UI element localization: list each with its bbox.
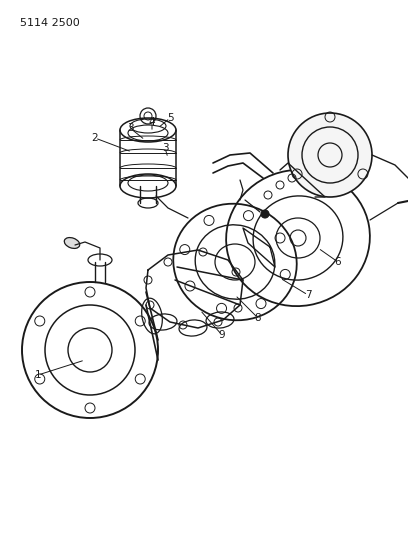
Circle shape <box>288 113 372 197</box>
Text: 3: 3 <box>162 143 169 153</box>
Text: 5: 5 <box>167 113 173 123</box>
Text: 4: 4 <box>149 117 155 127</box>
Text: 6: 6 <box>335 257 341 267</box>
Text: 1: 1 <box>35 370 41 380</box>
Text: 7: 7 <box>305 290 311 300</box>
Text: 2: 2 <box>92 133 98 143</box>
Text: 9: 9 <box>219 330 225 340</box>
Text: 8: 8 <box>255 313 261 323</box>
Ellipse shape <box>64 238 80 248</box>
Circle shape <box>261 210 269 218</box>
Text: 3: 3 <box>127 123 133 133</box>
Text: 5114 2500: 5114 2500 <box>20 18 80 28</box>
